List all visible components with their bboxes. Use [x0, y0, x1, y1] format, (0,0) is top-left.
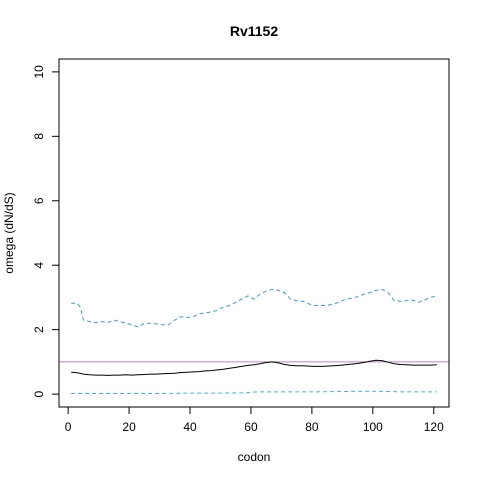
y-axis-label: omega (dN/dS) [2, 192, 16, 273]
x-tick-label: 0 [65, 420, 72, 434]
series-line-2 [71, 359, 437, 376]
x-tick-label: 60 [244, 420, 258, 434]
chart-title: Rv1152 [230, 23, 278, 39]
y-tick-label: 4 [32, 262, 46, 269]
y-tick-label: 0 [32, 390, 46, 397]
x-tick-label: 80 [305, 420, 319, 434]
x-tick-label: 120 [424, 420, 444, 434]
series-line-1 [71, 288, 437, 328]
y-tick-label: 10 [32, 65, 46, 79]
axes-layer: 0 20 40 60 80 100 120 0 2 4 6 8 10 [32, 65, 444, 434]
y-tick-label: 2 [32, 326, 46, 333]
x-tick-label: 100 [363, 420, 383, 434]
series-line-3 [71, 390, 437, 394]
y-tick-label: 8 [32, 133, 46, 140]
plot-frame [58, 58, 450, 408]
series-layer [59, 288, 449, 394]
x-tick-label: 40 [183, 420, 197, 434]
y-tick-label: 6 [32, 197, 46, 204]
x-axis-label: codon [238, 450, 271, 464]
x-tick-label: 20 [122, 420, 136, 434]
